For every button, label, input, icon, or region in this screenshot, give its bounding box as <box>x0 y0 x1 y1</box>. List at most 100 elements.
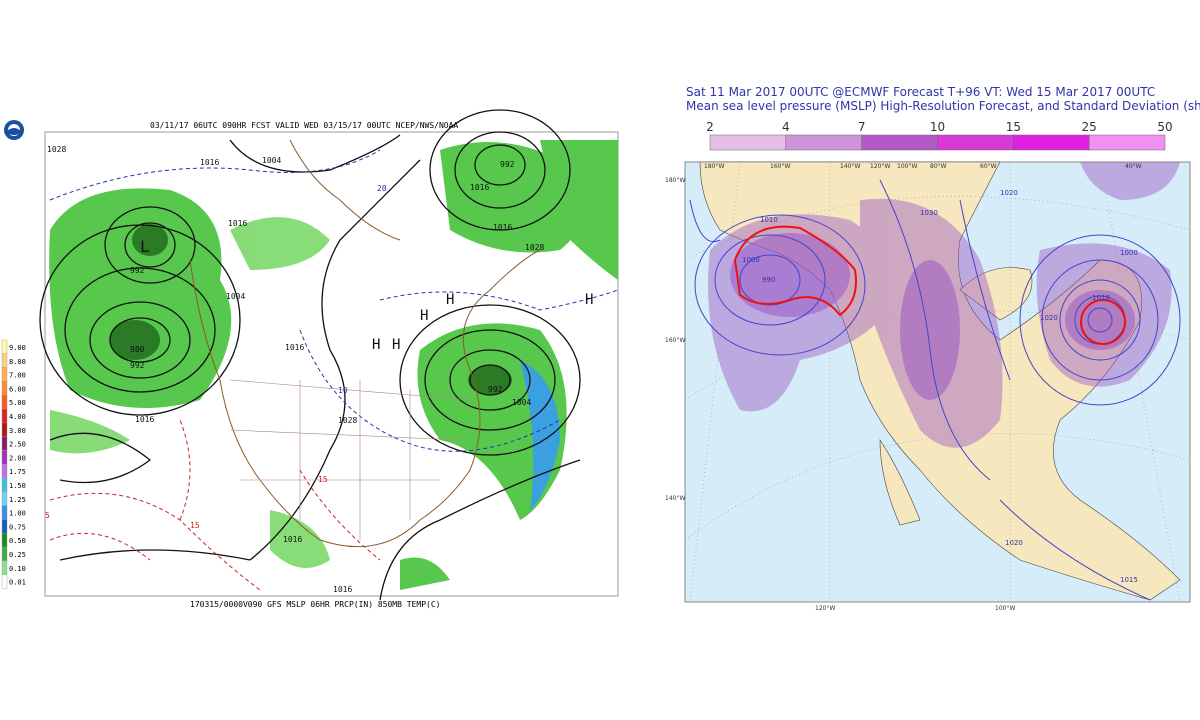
legend-label: 5.00 <box>9 399 26 407</box>
contour-label: 1020 <box>1000 189 1018 197</box>
high-marker: H <box>446 292 454 308</box>
legend-swatch <box>1 491 8 506</box>
lat-label: 140°W <box>665 495 685 502</box>
legend-swatch <box>1 505 8 520</box>
legend-label: 0.10 <box>9 565 26 573</box>
right-title: Sat 11 Mar 2017 00UTC @ECMWF Forecast T+… <box>686 85 1155 99</box>
legend-swatch <box>1 408 8 424</box>
colorbar-segment <box>785 134 862 151</box>
contour-label: 1010 <box>1092 294 1110 302</box>
contour-label: 1028 <box>47 145 66 154</box>
colorbar-segment <box>1013 134 1090 151</box>
colorbar-label: 50 <box>1157 120 1172 134</box>
legend-swatch <box>1 546 8 562</box>
contour-label: 980 <box>130 345 145 354</box>
temp-label: 20 <box>377 184 387 193</box>
legend-label: 1.75 <box>9 468 26 476</box>
legend-swatch <box>1 353 8 368</box>
legend-swatch <box>1 395 8 410</box>
legend-label: 2.50 <box>9 441 26 449</box>
contour-label: 1000 <box>1120 249 1138 257</box>
contour-label: 1028 <box>525 243 544 252</box>
colorbar-label: 10 <box>930 120 945 134</box>
contour-label: 1015 <box>1120 576 1138 584</box>
legend-swatch <box>1 574 8 589</box>
contour-label: 990 <box>762 276 775 284</box>
contour-label: 1016 <box>470 183 489 192</box>
colorbar-segment <box>1088 134 1166 151</box>
legend-swatch <box>1 464 8 479</box>
temp-label: 5 <box>45 511 50 520</box>
contour-label: 1016 <box>493 223 512 232</box>
legend-label: 8.00 <box>9 358 26 366</box>
left-header: 03/11/17 06UTC 090HR FCST VALID WED 03/1… <box>150 121 458 130</box>
temp-label: 15 <box>190 521 200 530</box>
colorbar: 2 4 7 10 15 25 50 <box>706 120 1173 151</box>
contour-label: 1016 <box>200 158 219 167</box>
colorbar-label: 25 <box>1082 120 1097 134</box>
contour-label: 1028 <box>338 416 357 425</box>
lon-label: 120°W <box>870 163 890 170</box>
colorbar-label: 4 <box>782 120 790 134</box>
colorbar-segment <box>861 134 938 151</box>
colorbar-label: 7 <box>858 120 866 134</box>
legend-swatch <box>1 450 8 465</box>
legend-label: 1.25 <box>9 496 26 504</box>
lat-label: 160°W <box>665 337 685 344</box>
temp-label: 10 <box>338 386 348 395</box>
right-subtitle: Mean sea level pressure (MSLP) High-Reso… <box>686 99 1200 113</box>
contour-label: 1004 <box>262 156 281 165</box>
legend-swatch <box>1 422 8 437</box>
legend-label: 1.00 <box>9 510 26 518</box>
contour-label: 1000 <box>742 256 760 264</box>
legend-swatch <box>1 533 8 548</box>
legend-label: 3.00 <box>9 427 26 435</box>
contour-label: 1030 <box>920 209 938 217</box>
left-footer: 170315/0000V090 GFS MSLP 06HR PRCP(IN) 8… <box>190 600 440 609</box>
precip-legend: 9.00 8.00 7.00 6.00 5.00 4.00 3.00 2.50 2.00 1.75… <box>1 339 26 589</box>
left-map: 03/11/17 06UTC 090HR FCST VALID WED 03/1… <box>1 109 619 609</box>
lon-label: 60°W <box>980 163 997 170</box>
lat-label: 180°W <box>665 177 685 184</box>
colorbar-segment <box>937 134 1014 151</box>
contour-label: 992 <box>130 266 145 275</box>
contour-label: 1016 <box>333 585 352 594</box>
lon-label: 100°W <box>897 163 917 170</box>
contour-label: 1016 <box>283 535 302 544</box>
legend-swatch <box>1 381 8 396</box>
legend-label: 9.00 <box>9 344 26 352</box>
lon-label: 80°W <box>930 163 947 170</box>
high-marker: H <box>585 292 593 308</box>
legend-label: 2.00 <box>9 454 26 462</box>
legend-label: 0.25 <box>9 551 26 559</box>
contour-label: 992 <box>500 160 515 169</box>
lon-label: 180°W <box>704 163 724 170</box>
contour-label: 992 <box>130 361 145 370</box>
legend-swatch <box>1 477 8 493</box>
legend-label: 6.00 <box>9 385 26 393</box>
low-marker: L <box>140 237 150 256</box>
contour-label: 1020 <box>1040 314 1058 322</box>
colorbar-segment <box>709 134 787 151</box>
legend-swatch <box>1 339 8 355</box>
contour-label: 1016 <box>135 415 154 424</box>
high-marker: H <box>372 337 380 353</box>
legend-label: 0.75 <box>9 523 26 531</box>
noaa-logo <box>4 120 24 140</box>
contour-label: 1004 <box>226 292 245 301</box>
high-marker: H <box>392 337 400 353</box>
contour-label: 1016 <box>228 219 247 228</box>
lon-label: 100°W <box>995 605 1015 612</box>
legend-label: 1.50 <box>9 482 26 490</box>
legend-swatch <box>1 367 8 382</box>
lon-label: 160°W <box>770 163 790 170</box>
temp-label: 15 <box>318 475 328 484</box>
legend-swatch <box>1 560 8 575</box>
legend-label: 0.01 <box>9 579 26 587</box>
lon-label: 140°W <box>840 163 860 170</box>
colorbar-label: 2 <box>706 120 714 134</box>
legend-label: 7.00 <box>9 372 26 380</box>
contour-label: 1004 <box>512 398 531 407</box>
contour-label: 1010 <box>760 216 778 224</box>
